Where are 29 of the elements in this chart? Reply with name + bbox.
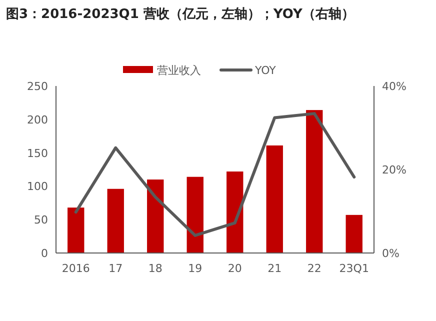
x-tick-label: 21 [268,262,282,275]
x-tick-label: 17 [108,262,123,275]
y-tick-label: 50 [34,214,48,227]
x-tick-label: 22 [307,262,322,275]
bar [226,172,244,253]
x-tick-label: 18 [148,262,162,275]
x-tick-label: 20 [228,262,242,275]
bar [266,145,283,253]
bar [186,176,204,253]
line-series [74,112,356,237]
y-tick-label: 150 [27,146,48,160]
y-tick-label: 250 [27,80,48,93]
y-tick-label: 200 [27,113,48,126]
y2-tick-label: 20% [382,164,406,176]
x-tick-label: 23Q1 [339,262,369,275]
x-tick-label: 2016 [62,262,90,275]
legend-label: 营业收入 [157,64,201,77]
bar [107,188,124,253]
bar [147,180,164,253]
chart-title: 图3：2016-2023Q1 营收（亿元，左轴）；YOY（右轴） [6,6,354,22]
y2-tick-label: 40% [382,80,406,93]
legend-label: YOY [254,64,276,77]
y-tick-label: 100 [27,180,48,194]
bar [68,208,84,253]
y2-tick-label: 0% [382,247,400,260]
bar [346,214,362,253]
y-tick-label: 0 [41,247,48,260]
x-tick-label: 19 [188,262,202,275]
bar [306,110,323,253]
